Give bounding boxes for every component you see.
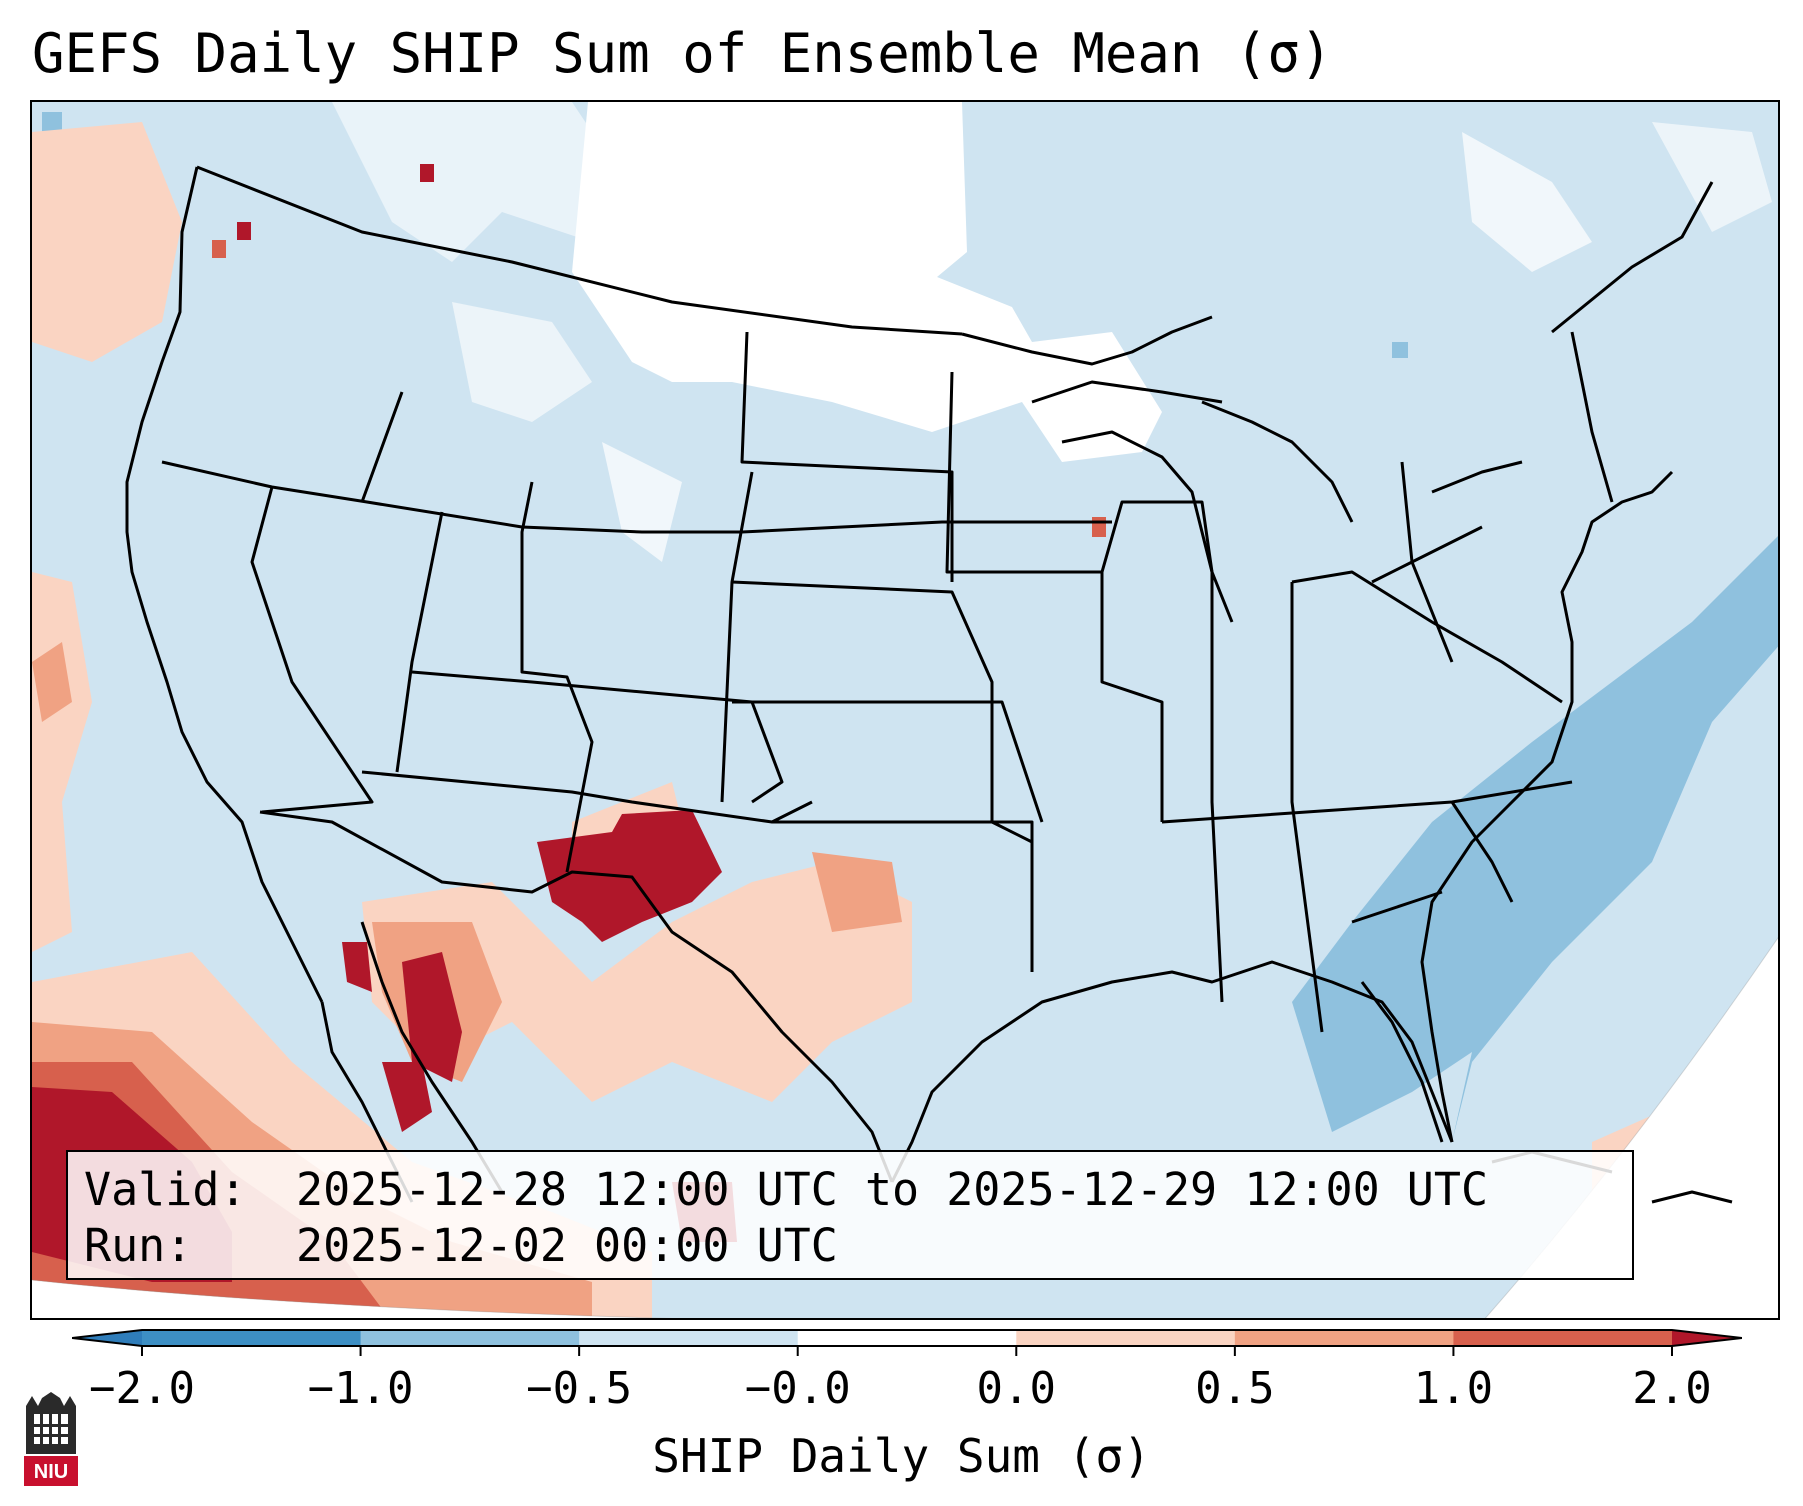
colorbar-tick-label: 0.5 bbox=[1195, 1363, 1275, 1414]
run-value: 2025-12-02 00:00 UTC bbox=[296, 1219, 838, 1272]
state-line-dakotas bbox=[740, 331, 954, 582]
state-line-carolinas bbox=[1450, 801, 1514, 903]
state-line-utah-west bbox=[395, 511, 444, 773]
pos-medium-texas bbox=[812, 852, 902, 932]
valid-line: Valid: 2025-12-28 12:00 UTC to 2025-12-29… bbox=[84, 1162, 1632, 1218]
state-line-new-england bbox=[1570, 331, 1614, 503]
state-line-ohio-river bbox=[1291, 570, 1563, 704]
pos-medium-pacific bbox=[32, 642, 72, 722]
colorbar-tick-label: −1.0 bbox=[307, 1363, 414, 1414]
state-line-oklahoma bbox=[732, 700, 1044, 823]
state-line-arizona bbox=[361, 770, 813, 824]
colorbar-extend-low bbox=[72, 1330, 142, 1346]
state-line-florida bbox=[1351, 890, 1443, 924]
pos-light-pacific-nw bbox=[32, 122, 182, 362]
colorbar-tick-label: −2.0 bbox=[89, 1363, 195, 1414]
valid-time-box: Valid: 2025-12-28 12:00 UTC to 2025-12-29… bbox=[66, 1150, 1634, 1280]
white-patches-northwest bbox=[332, 102, 632, 262]
colorbar-segment bbox=[142, 1330, 362, 1346]
colorbar-segment bbox=[360, 1330, 580, 1346]
border-canada-west bbox=[196, 165, 963, 336]
lake-ontario bbox=[1431, 460, 1523, 494]
state-line-pennsylvania bbox=[1400, 461, 1454, 663]
neg-patch-ontario bbox=[1392, 342, 1408, 358]
map-title: GEFS Daily SHIP Sum of Ensemble Mean (σ) bbox=[32, 22, 1333, 85]
colorbar-label: SHIP Daily Sum (σ) bbox=[652, 1429, 1151, 1483]
state-line-mississippi bbox=[1210, 572, 1224, 1003]
state-line-utah-colorado bbox=[520, 481, 594, 873]
white-patches-montana bbox=[452, 302, 592, 422]
pos-extreme-patch-washington bbox=[237, 222, 251, 240]
white-patches-labrador bbox=[1652, 122, 1772, 232]
coast-atlantic bbox=[1420, 470, 1674, 1143]
colorbar-tick-label: −0.5 bbox=[526, 1363, 633, 1414]
pos-high-patch-washington bbox=[212, 240, 226, 258]
white-region-plains bbox=[572, 102, 1162, 462]
coast-hispaniola bbox=[1651, 1190, 1733, 1204]
colorbar-extend-high bbox=[1672, 1330, 1742, 1346]
lake-huron bbox=[1201, 400, 1354, 523]
colorbar-segment bbox=[579, 1330, 799, 1346]
state-line-latitude-42 bbox=[161, 460, 1112, 534]
colorbar-segment bbox=[1453, 1330, 1673, 1346]
state-line-oregon-idaho bbox=[360, 391, 404, 503]
state-line-illinois bbox=[1100, 500, 1214, 573]
colorbar-tick-label: 2.0 bbox=[1632, 1363, 1712, 1414]
colorbar-tick-label: −0.0 bbox=[744, 1363, 851, 1414]
border-canada-east bbox=[1551, 181, 1714, 334]
pos-extreme-sonora bbox=[402, 952, 462, 1082]
colorbar-tick-label: 0.0 bbox=[976, 1363, 1057, 1414]
lake-superior bbox=[1031, 380, 1223, 404]
map-panel bbox=[30, 100, 1780, 1320]
border-canada-minnesota bbox=[961, 315, 1213, 366]
colorbar bbox=[72, 1329, 1742, 1356]
pos-extreme-sinaloa bbox=[382, 1062, 432, 1132]
state-line-nevada bbox=[250, 486, 374, 814]
border-mexico bbox=[259, 810, 894, 1183]
colorbar-segment bbox=[1234, 1330, 1454, 1346]
pos-extreme-baja bbox=[342, 942, 372, 992]
state-line-texas-louisiana bbox=[772, 820, 1034, 972]
coast-florida-west bbox=[1360, 981, 1444, 1143]
colorbar-segment bbox=[797, 1330, 1017, 1346]
near-zero-field bbox=[332, 102, 1772, 562]
pos-extreme-patch-idaho bbox=[420, 164, 434, 182]
niu-logo-text: NIU bbox=[34, 1461, 68, 1483]
white-patches-quebec bbox=[1462, 132, 1592, 272]
lake-erie bbox=[1371, 525, 1483, 584]
state-line-iowa-missouri bbox=[945, 371, 1164, 822]
state-line-kansas bbox=[731, 580, 1033, 844]
anomaly-map bbox=[32, 102, 1778, 1318]
pos-light-texas-mexico bbox=[362, 862, 912, 1102]
coast-pacific bbox=[125, 166, 324, 1003]
valid-label: Valid: bbox=[84, 1163, 247, 1216]
niu-logo: NIU bbox=[24, 1392, 78, 1486]
valid-value: 2025-12-28 12:00 UTC to 2025-12-29 12:00… bbox=[296, 1163, 1489, 1216]
coast-gulf bbox=[890, 960, 1454, 1183]
colorbar-tick-label: 1.0 bbox=[1413, 1363, 1494, 1414]
neg-region-atlantic bbox=[1292, 532, 1778, 1142]
pos-high-patch-illinois bbox=[1092, 517, 1106, 537]
state-line-alabama bbox=[1290, 582, 1324, 1033]
run-label: Run: bbox=[84, 1219, 193, 1272]
colorbar-segment bbox=[1016, 1330, 1236, 1346]
run-line: Run: 2025-12-02 00:00 UTC bbox=[84, 1218, 1632, 1274]
